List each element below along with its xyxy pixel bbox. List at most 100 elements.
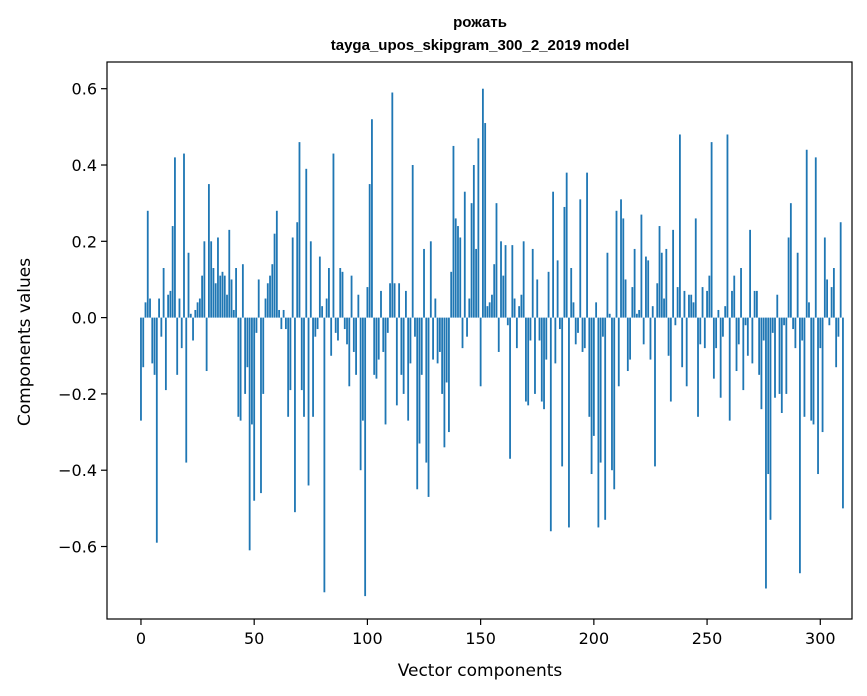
bar-27 [201,275,204,318]
bar-266 [742,317,745,391]
bar-153 [486,306,489,318]
bar-127 [427,317,430,497]
bar-79 [318,256,321,318]
bar-268 [746,317,749,356]
bar-23 [192,317,194,341]
bar-138 [452,145,455,318]
bar-108 [384,317,387,425]
bar-131 [436,317,439,364]
bar-210 [615,210,618,318]
bar-306 [832,268,835,318]
bar-238 [679,134,681,318]
bar-30 [207,184,210,318]
bar-252 [710,142,713,318]
bar-246 [697,317,699,417]
bar-241 [685,317,688,387]
bar-304 [828,317,831,326]
bar-130 [434,298,437,318]
bar-140 [457,226,459,318]
bar-143 [463,191,466,318]
bar-191 [572,302,575,318]
bar-51 [255,317,258,333]
bar-93 [350,275,353,318]
bar-200 [592,317,595,436]
bar-121 [414,317,416,337]
bar-65 [287,317,290,417]
bar-series [140,88,844,597]
bar-284 [783,317,785,326]
bar-179 [545,317,548,360]
bar-123 [418,317,421,444]
x-axis-label: Vector components [398,661,563,681]
bar-272 [755,290,758,318]
y-tick-label: −0.2 [58,385,97,404]
bar-86 [334,317,337,333]
bar-91 [346,317,348,345]
bar-38 [226,294,228,318]
bar-61 [278,309,280,318]
bar-186 [561,317,564,467]
bar-66 [289,317,292,391]
bar-220 [638,309,641,318]
bar-40 [230,279,233,318]
bar-297 [812,317,815,425]
bar-261 [731,290,733,318]
bar-194 [579,199,582,318]
plot-frame [106,61,853,620]
bar-298 [814,157,817,318]
bar-74 [307,317,310,486]
bar-249 [703,317,706,349]
bar-240 [683,290,686,318]
bar-75 [309,241,312,318]
bar-76 [312,317,314,417]
bar-72 [303,317,305,417]
bar-54 [262,317,265,394]
bar-126 [425,317,428,463]
bar-70 [298,142,301,318]
bar-216 [629,317,631,360]
bar-178 [543,317,545,410]
bar-283 [780,317,783,413]
bar-46 [244,317,247,394]
bar-184 [556,260,559,318]
bar-84 [330,317,333,356]
bar-110 [389,283,391,318]
bar-32 [212,268,215,318]
y-tick-label: 0.6 [72,80,97,99]
x-tick-label: 50 [244,629,264,648]
bar-187 [563,206,566,318]
bar-289 [794,317,797,349]
bar-151 [481,88,484,318]
bar-196 [583,317,586,349]
bar-228 [656,283,659,318]
bar-47 [246,317,249,368]
x-tick-label: 0 [136,629,146,648]
bar-58 [271,264,274,318]
bar-60 [275,210,278,318]
bar-262 [733,275,736,318]
bar-309 [839,222,842,318]
bar-285 [785,317,788,394]
bar-29 [205,317,208,372]
bar-124 [420,317,423,375]
bar-254 [715,317,718,349]
bar-137 [450,271,453,318]
bar-225 [649,317,652,360]
bar-276 [765,317,767,589]
bar-149 [477,138,480,318]
bar-219 [635,313,638,318]
bar-171 [527,317,530,406]
bar-146 [470,203,473,318]
bar-35 [219,275,222,318]
bar-142 [461,317,464,349]
bar-183 [554,317,557,364]
bar-308 [837,317,840,337]
bar-185 [558,317,561,330]
bar-148 [475,248,478,318]
bar-56 [266,283,269,318]
bar-115 [400,317,403,375]
x-tick-label: 150 [465,629,496,648]
bar-59 [273,233,276,318]
bar-133 [441,317,444,394]
bar-73 [305,168,308,318]
